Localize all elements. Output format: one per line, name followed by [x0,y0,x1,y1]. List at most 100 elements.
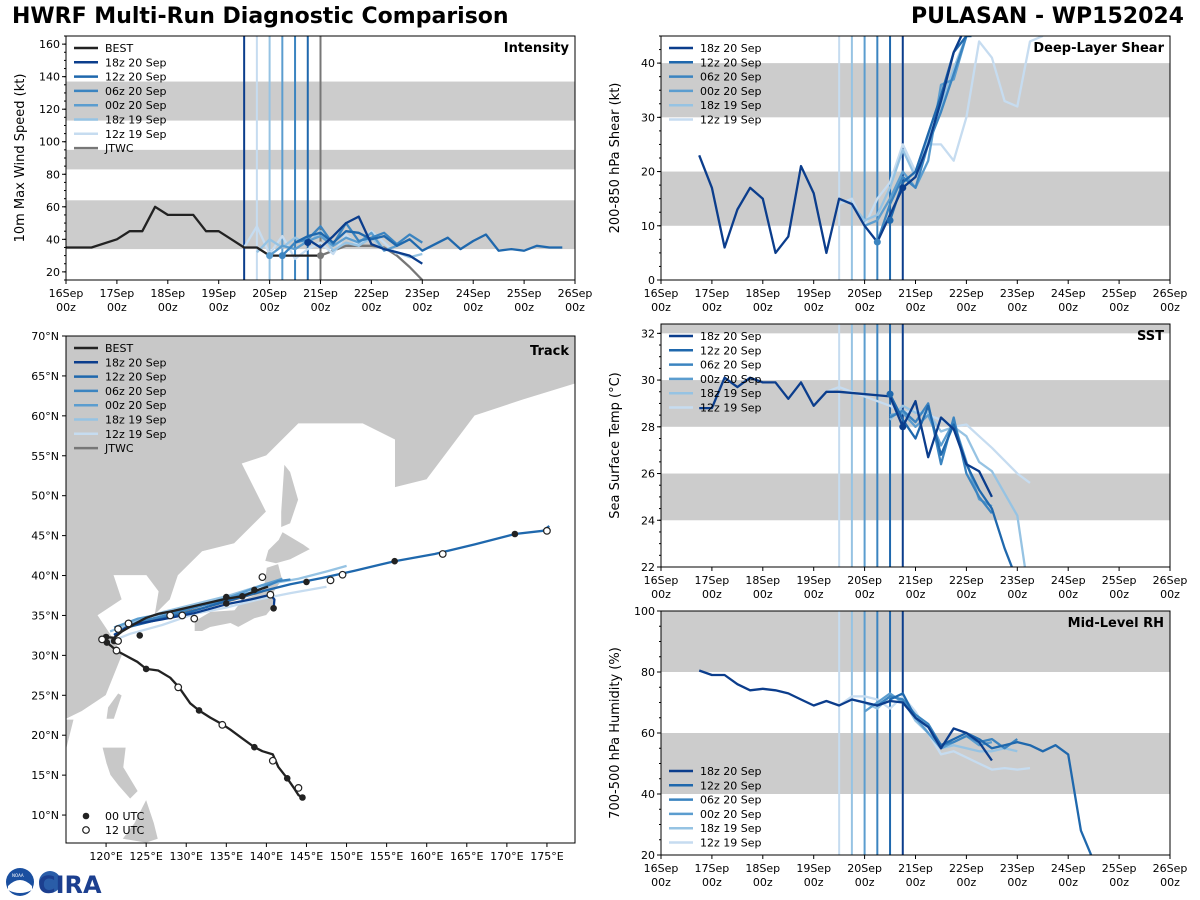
shear-xtick-label: 26Sep [1153,287,1188,300]
track-legend-label: 18z 20 Sep [105,356,167,369]
shear-xtick-label: 20Sep [847,287,882,300]
shear-legend-label: 00z 20 Sep [700,85,762,98]
shear-marker [873,238,881,246]
intensity-legend-label: 06z 20 Sep [105,85,167,98]
shear-ytick-label: 30 [641,111,655,124]
intensity-xtick-label: 24Sep [456,287,491,300]
rh-legend-label: 00z 20 Sep [700,808,762,821]
sst-series-line [699,376,993,498]
intensity-legend-label: 00z 20 Sep [105,99,167,112]
globe-icon [39,871,61,893]
sst-xtick-label: 00z [855,588,875,601]
fix-12utc-marker [190,614,199,623]
sst-series-line [888,393,1014,567]
track-ytick-label: 25°N [31,689,59,702]
sst-ytick-label: 22 [641,561,655,574]
intensity-series-group [66,205,563,280]
shear-xtick-label: 00z [1109,301,1129,314]
sst-band [661,324,1170,334]
shear-xtick-label: 00z [1160,301,1180,314]
track-legend-label: BEST [105,342,133,355]
track-xtick-label: 155°E [370,850,403,863]
rh-ytick-label: 80 [641,666,655,679]
rh-xtick-label: 00z [1109,876,1129,889]
intensity-xtick-label: 00z [463,301,483,314]
intensity-ytick-label: 140 [39,71,60,84]
intensity-ytick-label: 20 [46,266,60,279]
land-mass [264,531,312,565]
intensity-series-line [307,215,423,265]
shear-legend-label: 06z 20 Sep [700,71,762,84]
rh-series-line [698,669,993,762]
sst-xtick-label: 00z [651,588,671,601]
track-ytick-label: 10°N [31,809,59,822]
track-line [104,585,304,799]
track-xtick-label: 150°E [330,850,363,863]
shear-xtick-label: 00z [1007,301,1027,314]
track-ytick-label: 55°N [31,450,59,463]
intensity-marker [304,239,312,247]
shear-legend-label: 12z 19 Sep [700,114,762,127]
rh-xtick-label: 22Sep [949,862,984,875]
shear-panel: 01020304016Sep00z17Sep00z18Sep00z19Sep00… [608,35,1188,314]
shear-xtick-label: 16Sep [644,287,679,300]
shear-xtick-label: 24Sep [1051,287,1086,300]
intensity-xtick-label: 21Sep [303,287,338,300]
track-legend-label: 06z 20 Sep [105,385,167,398]
intensity-xtick-label: 00z [412,301,432,314]
intensity-ytick-label: 120 [39,103,60,116]
shear-xtick-label: 00z [855,301,875,314]
intensity-xtick-label: 16Sep [49,287,84,300]
rh-xtick-label: 00z [753,876,773,889]
track-xtick-label: 125°E [129,850,162,863]
shear-ytick-label: 40 [641,57,655,70]
shear-xtick-label: 00z [957,301,977,314]
rh-xtick-label: 00z [957,876,977,889]
fix-12utc-marker [338,570,347,579]
sst-xtick-label: 25Sep [1102,574,1137,587]
rh-xtick-label: 21Sep [898,862,933,875]
track-ytick-label: 50°N [31,490,59,503]
intensity-xtick-label: 23Sep [405,287,440,300]
sst-xtick-label: 20Sep [847,574,882,587]
fix-12utc-marker [266,590,275,599]
rh-series-line [876,695,1018,750]
fix-00utc-marker [195,707,203,714]
shear-marker [899,184,907,192]
track-xtick-label: 120°E [89,850,122,863]
fix-00utc-marker [251,743,258,751]
track-xtick-label: 160°E [410,850,443,863]
rh-legend-label: 12z 19 Sep [700,837,762,850]
sst-xtick-label: 00z [957,588,977,601]
shear-xtick-label: 00z [651,301,671,314]
track-legend-label: 18z 19 Sep [105,414,167,427]
land-mass [66,718,75,752]
sst-xtick-label: 23Sep [1000,574,1035,587]
intensity-xtick-label: 00z [107,301,127,314]
sst-legend-label: 12z 19 Sep [700,402,762,415]
fix-12utc-marker [326,576,335,585]
track-ytick-label: 15°N [31,769,59,782]
legend-00utc-marker [82,812,90,820]
intensity-xtick-label: 25Sep [507,287,542,300]
intensity-legend-label: 12z 20 Sep [105,71,167,84]
track-legend-label: 00z 20 Sep [105,399,167,412]
sst-xtick-label: 17Sep [695,574,730,587]
rh-band [661,611,1170,672]
sst-marker [886,390,894,398]
track-ytick-label: 65°N [31,370,59,383]
track-frame [65,335,576,844]
land-mass [280,462,299,529]
fix-12utc-marker [258,573,267,582]
sst-panel: 22242628303216Sep00z17Sep00z18Sep00z19Se… [608,323,1187,601]
sst-ytick-label: 28 [641,421,655,434]
track-legend-label: 12z 20 Sep [105,371,167,384]
rh-ylabel: 700-500 hPa Humidity (%) [608,647,623,819]
shear-ytick-label: 10 [641,220,655,233]
